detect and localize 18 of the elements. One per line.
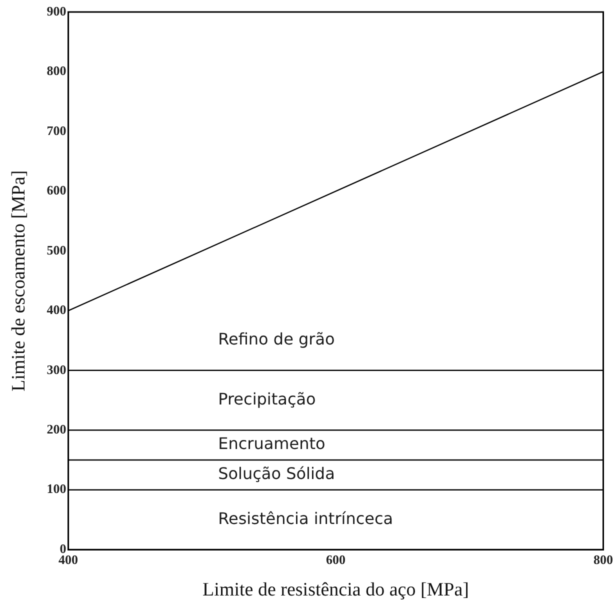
annotation: Encruamento: [218, 434, 326, 454]
y-tick-label: 900: [46, 3, 66, 18]
y-tick-label: 100: [46, 481, 66, 496]
x-tick-label: 800: [594, 552, 613, 567]
x-axis-title: Limite de resistência do aço [MPa]: [202, 580, 469, 601]
x-tick-label: 600: [326, 552, 346, 567]
annotation: Precipitação: [218, 389, 316, 408]
y-tick-label: 600: [46, 182, 66, 198]
y-tick-label: 400: [46, 302, 66, 318]
annotation: Solução Sólida: [218, 464, 335, 484]
y-tick-label: 700: [46, 122, 66, 138]
annotation: Resistência intrínceca: [218, 508, 394, 528]
annotation: Refino de grão: [218, 330, 335, 349]
y-tick-label: 500: [46, 242, 66, 258]
y-tick-label: 800: [46, 63, 66, 78]
y-tick-label: 200: [46, 421, 66, 436]
y-tick-label: 300: [46, 362, 66, 377]
y-axis-title: Limite de escoamento [MPa]: [8, 170, 30, 392]
